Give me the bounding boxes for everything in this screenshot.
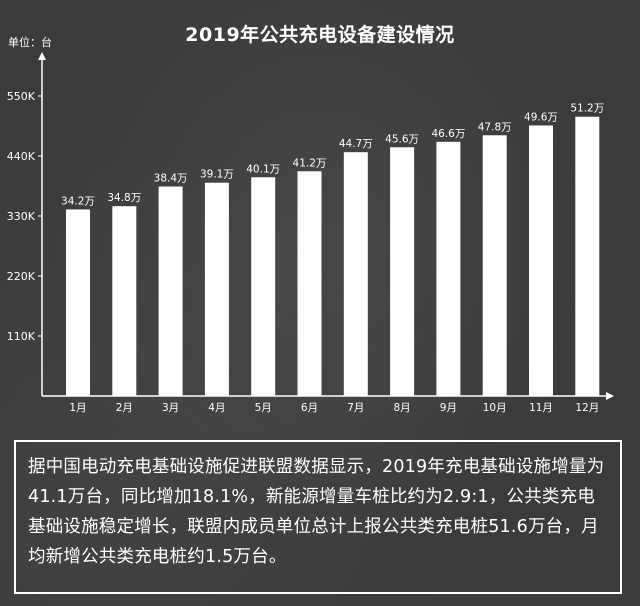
bar — [297, 171, 322, 396]
bar — [482, 135, 507, 397]
bar — [204, 182, 229, 396]
bar — [112, 206, 137, 396]
data-label: 44.7万 — [339, 138, 373, 150]
y-tick-label: 550K — [7, 90, 36, 103]
bar — [66, 209, 90, 396]
data-label: 34.8万 — [107, 192, 141, 204]
unit-label: 单位：台 — [8, 36, 52, 49]
data-label: 45.6万 — [385, 133, 419, 145]
bar — [575, 116, 600, 397]
x-tick-label: 1月 — [69, 402, 86, 414]
x-tick-label: 8月 — [394, 402, 411, 414]
bar — [251, 177, 276, 396]
description-text: 据中国电动充电基础设施促进联盟数据显示，2019年充电基础设施增量为41.1万台… — [28, 457, 605, 567]
bar-chart: 110K 220K 330K 440K 550K 34.2万 34.8万 38.4万 39.1… — [7, 52, 614, 414]
x-tick-label: 2月 — [116, 402, 133, 414]
data-label: 46.6万 — [431, 128, 465, 140]
x-tick-label: 11月 — [529, 402, 553, 414]
x-tick-label: 12月 — [575, 402, 599, 414]
data-label: 41.2万 — [293, 157, 327, 169]
y-tick-label: 110K — [7, 330, 36, 343]
bar — [529, 125, 553, 397]
data-label: 39.1万 — [200, 169, 234, 181]
x-axis-ticks: 1月 2月 3月 4月 5月 6月 7月 8月 9月 10月 11月 12月 — [69, 402, 599, 414]
x-tick-label: 9月 — [440, 402, 457, 414]
data-label: 40.1万 — [246, 163, 280, 175]
chart-axes — [38, 52, 614, 400]
data-label: 51.2万 — [570, 103, 604, 115]
x-tick-label: 7月 — [347, 402, 364, 414]
y-axis-arrow — [38, 52, 46, 60]
description-box: 据中国电动充电基础设施促进联盟数据显示，2019年充电基础设施增量为41.1万台… — [14, 440, 622, 594]
x-tick-label: 3月 — [162, 402, 179, 414]
x-axis-arrow — [606, 392, 614, 400]
x-tick-label: 5月 — [255, 402, 272, 414]
y-tick-label: 220K — [7, 270, 36, 283]
x-tick-label: 10月 — [483, 402, 507, 414]
bar — [158, 186, 183, 396]
data-label: 49.6万 — [524, 111, 558, 123]
bars — [66, 116, 600, 397]
data-labels: 34.2万 34.8万 38.4万 39.1万 40.1万 41.2万 44.7万 45.6万… — [61, 103, 604, 208]
data-label: 47.8万 — [478, 121, 512, 133]
data-label: 38.4万 — [154, 173, 188, 185]
y-tick-label: 440K — [7, 150, 36, 163]
data-label: 34.2万 — [61, 195, 95, 207]
bar — [436, 141, 461, 396]
x-tick-label: 6月 — [301, 402, 318, 414]
chart-title: 2019年公共充电设备建设情况 — [185, 24, 455, 46]
x-tick-label: 4月 — [208, 402, 225, 414]
y-axis-ticks: 110K 220K 330K 440K 550K — [7, 90, 42, 343]
y-tick-label: 330K — [7, 210, 36, 223]
bar — [343, 152, 368, 396]
bar — [390, 147, 415, 396]
